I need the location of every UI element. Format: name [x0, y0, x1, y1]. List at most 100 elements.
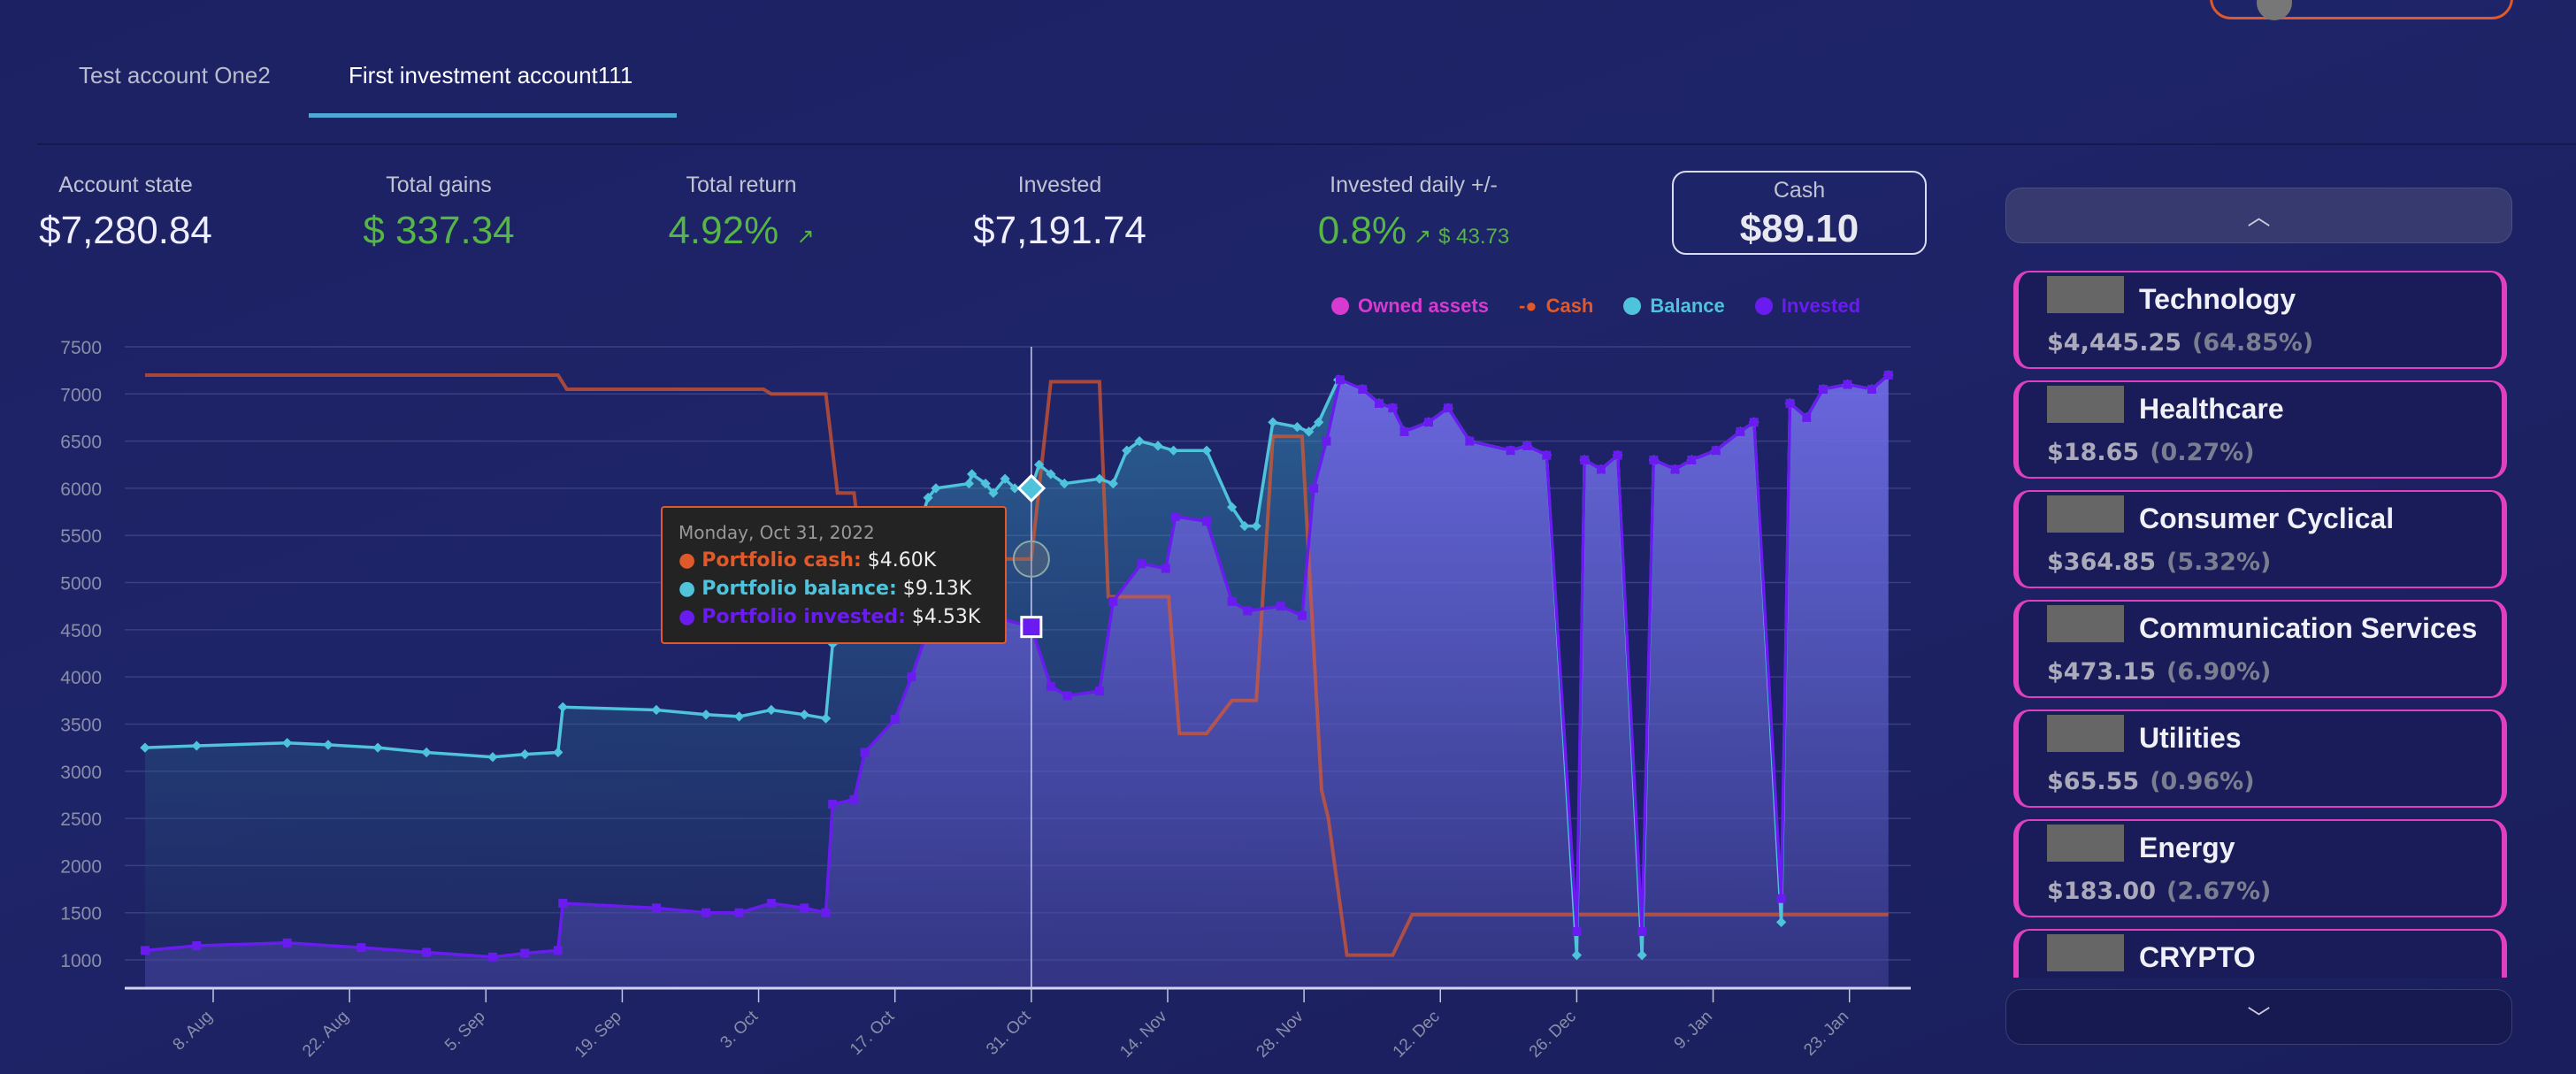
- invested-point: [1785, 398, 1795, 408]
- invested-point: [1388, 403, 1398, 413]
- legend-cash[interactable]: -● Cash: [1519, 295, 1593, 318]
- sector-image-icon: [2047, 934, 2124, 971]
- sector-card[interactable]: Healthcare $18.65 (0.27%): [2013, 380, 2507, 479]
- invested-point: [558, 899, 568, 909]
- legend-owned-assets[interactable]: Owned assets: [1331, 295, 1489, 318]
- invested-point: [1424, 418, 1434, 427]
- invested-point: [1137, 559, 1146, 569]
- sector-card[interactable]: Technology $4,445.25 (64.85%): [2013, 271, 2507, 369]
- stat-value: 0.8%: [1317, 209, 1407, 252]
- invested-point: [1322, 436, 1331, 446]
- invested-point: [1335, 375, 1345, 385]
- invested-point: [734, 908, 744, 917]
- y-tick-label: 2500: [60, 809, 102, 830]
- invested-point: [1711, 446, 1721, 456]
- balance-point: [1571, 950, 1583, 961]
- bullet-icon: ●: [678, 578, 702, 600]
- avatar: [2257, 0, 2292, 20]
- stat-value: $7,191.74: [973, 209, 1146, 252]
- balance-point: [323, 740, 334, 750]
- sector-card[interactable]: Consumer Cyclical $364.85 (5.32%): [2013, 490, 2507, 588]
- invested-point: [1276, 602, 1285, 611]
- active-tab-indicator: [309, 113, 677, 118]
- sector-name: Technology: [2139, 283, 2296, 315]
- balance-point: [1251, 520, 1261, 532]
- invested-point: [1243, 606, 1253, 616]
- balance-point: [421, 747, 432, 758]
- sector-name: Utilities: [2139, 722, 2242, 754]
- stat-value: 4.92%: [668, 209, 779, 252]
- balance-point: [372, 742, 383, 753]
- balance-hover-marker: [1016, 473, 1046, 503]
- account-button[interactable]: [2210, 0, 2513, 20]
- balance-point: [1201, 445, 1212, 456]
- balance-point: [733, 711, 745, 722]
- legend-label: Owned assets: [1358, 295, 1489, 317]
- balance-point: [766, 704, 777, 716]
- trending-up-icon: ↗: [796, 225, 815, 249]
- x-tick-label: 19. Sep: [571, 1008, 625, 1062]
- balance-point: [140, 742, 150, 753]
- y-tick-label: 5000: [60, 574, 102, 595]
- scroll-up-button[interactable]: ︿: [2005, 188, 2512, 243]
- sector-image-icon: [2047, 386, 2124, 423]
- y-tick-label: 6500: [60, 433, 102, 453]
- x-tick-label: 17. Oct: [847, 1007, 899, 1059]
- sector-card[interactable]: Utilities $65.55 (0.96%): [2013, 710, 2507, 808]
- sector-percent: (0.27%): [2150, 439, 2255, 466]
- stat-value: $ 337.34: [363, 209, 515, 252]
- invested-point: [1062, 691, 1072, 701]
- invested-point: [1776, 894, 1786, 903]
- sector-card[interactable]: CRYPTO: [2013, 929, 2507, 978]
- bullet-icon: ●: [678, 549, 702, 572]
- legend-line-dot-icon: -●: [1518, 295, 1537, 317]
- y-tick-label: 2000: [60, 856, 102, 877]
- stat-label: Invested daily +/-: [1330, 173, 1498, 197]
- bullet-icon: ●: [678, 606, 702, 628]
- sector-image-icon: [2047, 605, 2124, 642]
- sector-amount: $4,445.25 (64.85%): [2047, 329, 2313, 357]
- legend-label: Balance: [1650, 295, 1725, 317]
- portfolio-chart[interactable]: 1000 1500 2000 2500 3000 3500 4000 4500 5000 5500…: [0, 318, 1946, 1074]
- balance-point: [557, 702, 568, 712]
- balance-point: [1122, 445, 1132, 456]
- invested-point: [800, 903, 809, 913]
- invested-point: [1170, 511, 1180, 521]
- cash-box[interactable]: Cash $89.10: [1672, 171, 1927, 255]
- invested-point: [1843, 380, 1852, 389]
- sector-amount: $183.00 (2.67%): [2047, 878, 2271, 906]
- invested-point: [1670, 464, 1680, 474]
- invested-hover-marker: [1020, 616, 1043, 639]
- stat-label: Total return: [686, 173, 797, 197]
- sector-card[interactable]: Energy $183.00 (2.67%): [2013, 819, 2507, 917]
- invested-point: [487, 952, 497, 962]
- x-tick-label: 3. Oct: [717, 1007, 762, 1052]
- chevron-down-icon: ﹀: [2247, 1005, 2271, 1032]
- balance-point: [988, 487, 999, 498]
- legend-invested[interactable]: Invested: [1754, 295, 1860, 318]
- sector-value: $183.00: [2047, 878, 2156, 905]
- tab-test-account-one2[interactable]: Test account One2: [79, 62, 271, 88]
- sector-value: $18.65: [2047, 439, 2140, 466]
- chart-legend: Owned assets -● Cash Balance Invested: [1331, 295, 1860, 318]
- invested-point: [1883, 370, 1893, 380]
- invested-point: [1161, 564, 1170, 573]
- sector-card[interactable]: Communication Services $473.15 (6.90%): [2013, 600, 2507, 698]
- tab-first-investment-account[interactable]: First investment account111: [349, 62, 633, 88]
- x-tick-label: 12. Dec: [1390, 1008, 1444, 1062]
- sector-name: Communication Services: [2139, 612, 2478, 644]
- legend-balance[interactable]: Balance: [1623, 295, 1725, 318]
- sector-value: $473.15: [2047, 658, 2156, 686]
- sector-amount: $364.85 (5.32%): [2047, 549, 2271, 577]
- x-tick-label: 8. Aug: [170, 1008, 217, 1055]
- invested-point: [1358, 384, 1368, 394]
- sector-value: $65.55: [2047, 768, 2140, 795]
- balance-point: [963, 478, 975, 489]
- y-tick-label: 3500: [60, 715, 102, 735]
- scroll-down-button[interactable]: ﹀: [2005, 989, 2512, 1045]
- invested-point: [1374, 398, 1384, 408]
- tooltip-invested-label: Portfolio invested:: [702, 606, 906, 628]
- invested-point: [1046, 681, 1055, 691]
- sector-list[interactable]: Technology $4,445.25 (64.85%) Healthcare …: [2008, 265, 2512, 978]
- y-tick-label: 4000: [60, 668, 102, 688]
